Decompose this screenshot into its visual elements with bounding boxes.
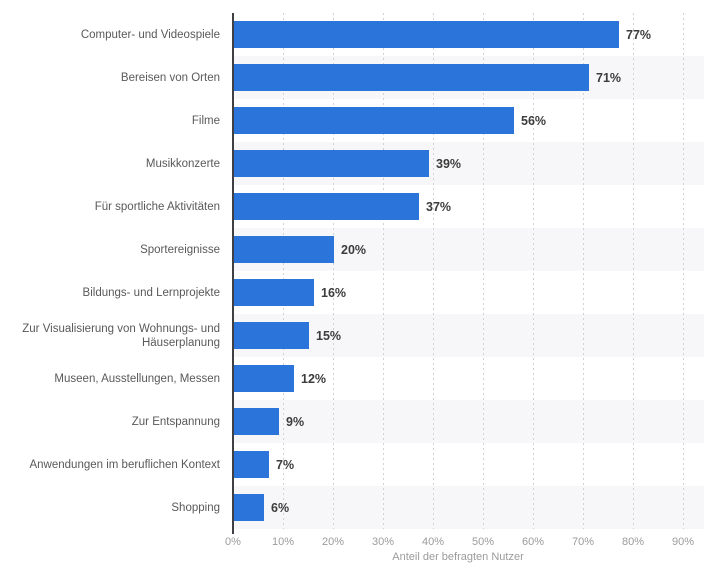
x-tick-label: 40%: [421, 536, 445, 548]
bar: [234, 64, 589, 91]
bar: [234, 107, 514, 134]
value-label: 7%: [276, 457, 295, 472]
bar: [234, 408, 279, 435]
category-label: Bereisen von Orten: [120, 71, 220, 84]
value-label: 12%: [301, 371, 327, 386]
category-label: Bildungs- und Lernprojekte: [82, 286, 220, 299]
bar: [234, 365, 294, 392]
bar: [234, 451, 269, 478]
category-label: Musikkonzerte: [145, 157, 220, 170]
gridline: [533, 13, 534, 529]
value-label: 77%: [626, 27, 652, 42]
x-tick-label: 20%: [321, 536, 345, 548]
bar: [234, 150, 429, 177]
bar: [234, 193, 419, 220]
row-stripe: [233, 314, 704, 357]
row-stripe: [233, 486, 704, 529]
plot-area: Computer- und Videospiele Bereisen von Or…: [0, 13, 704, 529]
value-label: 9%: [286, 414, 305, 429]
value-label: 39%: [436, 156, 462, 171]
x-tick-label: 60%: [521, 536, 545, 548]
gridline: [333, 13, 334, 529]
value-label: 6%: [271, 500, 290, 515]
category-label: Sportereignisse: [140, 243, 220, 256]
gridline: [583, 13, 584, 529]
value-label: 37%: [426, 199, 452, 214]
value-label: 16%: [321, 285, 347, 300]
x-tick-label: 90%: [671, 536, 695, 548]
gridline: [433, 13, 434, 529]
category-label: Filme: [191, 114, 220, 127]
value-label: 20%: [341, 242, 367, 257]
value-label: 56%: [521, 113, 547, 128]
gridline: [683, 13, 684, 529]
category-label: Für sportliche Aktivitäten: [94, 200, 220, 213]
x-tick-label: 80%: [621, 536, 645, 548]
bar: [234, 322, 309, 349]
x-tick-label: 10%: [271, 536, 295, 548]
bar: [234, 21, 619, 48]
row-stripe: [233, 400, 704, 443]
gridline: [383, 13, 384, 529]
bar: [234, 279, 314, 306]
x-tick-label: 30%: [371, 536, 395, 548]
bar: [234, 494, 264, 521]
gridline: [283, 13, 284, 529]
x-tick-label: 0%: [225, 536, 241, 548]
category-label: Museen, Ausstellungen, Messen: [54, 372, 220, 385]
category-label: Computer- und Videospiele: [80, 28, 220, 41]
category-label: Anwendungen im beruflichen Kontext: [29, 458, 220, 471]
y-axis-line: [232, 13, 234, 534]
x-tick-label: 50%: [471, 536, 495, 548]
gridline: [483, 13, 484, 529]
bar: [234, 236, 334, 263]
gridline: [633, 13, 634, 529]
category-label: Zur Entspannung: [131, 415, 220, 428]
x-tick-label: 70%: [571, 536, 595, 548]
x-axis-title: Anteil der befragten Nutzer: [392, 551, 524, 563]
category-label: Shopping: [171, 501, 220, 514]
value-label: 71%: [596, 70, 622, 85]
value-label: 15%: [316, 328, 342, 343]
category-label: Zur Visualisierung von Wohnungs- und Häu…: [22, 322, 220, 349]
